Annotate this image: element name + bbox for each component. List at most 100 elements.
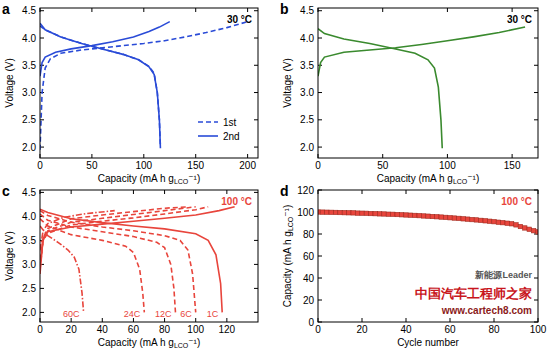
panel-letter: b bbox=[280, 1, 289, 17]
y-tick bbox=[40, 119, 44, 120]
data-point bbox=[496, 220, 500, 224]
x-tick bbox=[447, 8, 448, 12]
panel-letter: c bbox=[2, 183, 10, 199]
x-tick-label: 50 bbox=[377, 160, 389, 171]
y-tick bbox=[40, 10, 44, 11]
panel-title: 30 °C bbox=[227, 14, 252, 25]
data-point bbox=[320, 210, 324, 214]
x-tick-label: 80 bbox=[159, 324, 171, 335]
x-tick bbox=[226, 190, 227, 194]
y-tick bbox=[318, 234, 322, 235]
y-tick bbox=[254, 192, 258, 193]
x-tick-label: 0 bbox=[315, 324, 321, 335]
x-tick bbox=[195, 318, 196, 322]
y-tick-label: 2.0 bbox=[22, 307, 36, 318]
x-tick bbox=[195, 190, 196, 194]
x-tick bbox=[382, 154, 383, 158]
x-tick-label: 100 bbox=[439, 160, 456, 171]
data-point bbox=[514, 223, 518, 227]
y-tick bbox=[254, 312, 258, 313]
frame bbox=[40, 8, 258, 158]
x-tick bbox=[91, 154, 92, 158]
y-tick-label: 4.5 bbox=[22, 187, 36, 198]
y-axis-title: Capacity (mA h gLCO⁻¹) bbox=[282, 205, 294, 308]
y-tick-label: 2.0 bbox=[300, 142, 314, 153]
y-tick-label: 40 bbox=[303, 273, 315, 284]
data-point bbox=[373, 211, 377, 215]
x-tick-label: 120 bbox=[219, 324, 236, 335]
data-point bbox=[448, 216, 452, 220]
y-tick bbox=[254, 38, 258, 39]
x-tick bbox=[362, 190, 363, 194]
plot-area bbox=[318, 27, 525, 148]
panel: 2.02.53.03.54.04.5020406080100120Capacit… bbox=[2, 183, 258, 349]
y-tick bbox=[534, 300, 538, 301]
y-axis-title: Voltage (V) bbox=[4, 58, 15, 107]
x-tick bbox=[71, 190, 72, 194]
data-point bbox=[355, 211, 359, 215]
y-tick bbox=[318, 119, 322, 120]
data-point bbox=[329, 210, 333, 214]
legend-swatch bbox=[198, 135, 218, 137]
x-tick bbox=[143, 154, 144, 158]
y-tick bbox=[534, 119, 538, 120]
data-point bbox=[413, 213, 417, 217]
x-tick bbox=[102, 318, 103, 322]
y-tick bbox=[534, 278, 538, 279]
data-point bbox=[518, 224, 522, 228]
x-tick bbox=[450, 190, 451, 194]
data-point bbox=[417, 213, 421, 217]
series-line bbox=[40, 22, 170, 149]
label-part: ⁻¹) bbox=[467, 173, 479, 184]
x-tick bbox=[133, 190, 134, 194]
x-tick-label: 60 bbox=[128, 324, 140, 335]
data-point bbox=[325, 210, 329, 214]
y-tick bbox=[254, 119, 258, 120]
panel-title: 30 °C bbox=[507, 14, 532, 25]
y-tick bbox=[318, 300, 322, 301]
y-tick bbox=[534, 10, 538, 11]
frame bbox=[40, 190, 258, 322]
x-tick-label: 150 bbox=[187, 160, 204, 171]
x-tick-label: 0 bbox=[37, 160, 43, 171]
data-point bbox=[382, 212, 386, 216]
data-point bbox=[461, 217, 465, 221]
y-tick-label: 4.0 bbox=[300, 33, 314, 44]
x-tick bbox=[406, 190, 407, 194]
y-tick bbox=[318, 256, 322, 257]
x-axis-title: Capacity (mA h gLCO⁻¹) bbox=[98, 337, 201, 349]
x-tick-label: 0 bbox=[37, 324, 43, 335]
x-tick bbox=[195, 154, 196, 158]
frame bbox=[318, 8, 538, 158]
x-tick bbox=[450, 318, 451, 322]
y-tick-label: 3.0 bbox=[300, 87, 314, 98]
x-tick bbox=[226, 318, 227, 322]
data-point bbox=[505, 221, 509, 225]
x-tick bbox=[494, 190, 495, 194]
y-tick-label: 2.0 bbox=[22, 142, 36, 153]
data-point bbox=[351, 211, 355, 215]
y-tick bbox=[534, 212, 538, 213]
x-tick bbox=[512, 8, 513, 12]
y-tick bbox=[254, 288, 258, 289]
label-part: Capacity (mA h g bbox=[282, 231, 293, 307]
x-axis-title: Cycle number bbox=[397, 337, 459, 348]
y-tick bbox=[318, 92, 322, 93]
data-point bbox=[430, 214, 434, 218]
y-tick-label: 80 bbox=[303, 229, 315, 240]
y-tick bbox=[318, 38, 322, 39]
data-point bbox=[509, 222, 513, 226]
y-tick bbox=[254, 65, 258, 66]
x-tick bbox=[247, 154, 248, 158]
x-tick-label: 100 bbox=[530, 324, 547, 335]
y-tick bbox=[254, 92, 258, 93]
y-tick bbox=[534, 92, 538, 93]
label-sub: LCO bbox=[174, 178, 189, 185]
legend-label: 2nd bbox=[223, 131, 240, 142]
y-tick bbox=[40, 288, 44, 289]
y-tick-label: 100 bbox=[297, 207, 314, 218]
panel: 2.02.53.03.54.04.5050100150Capacity (mA … bbox=[280, 1, 538, 185]
y-tick-label: 3.5 bbox=[22, 60, 36, 71]
y-tick-label: 4.0 bbox=[22, 211, 36, 222]
y-tick-label: 4.5 bbox=[300, 5, 314, 16]
